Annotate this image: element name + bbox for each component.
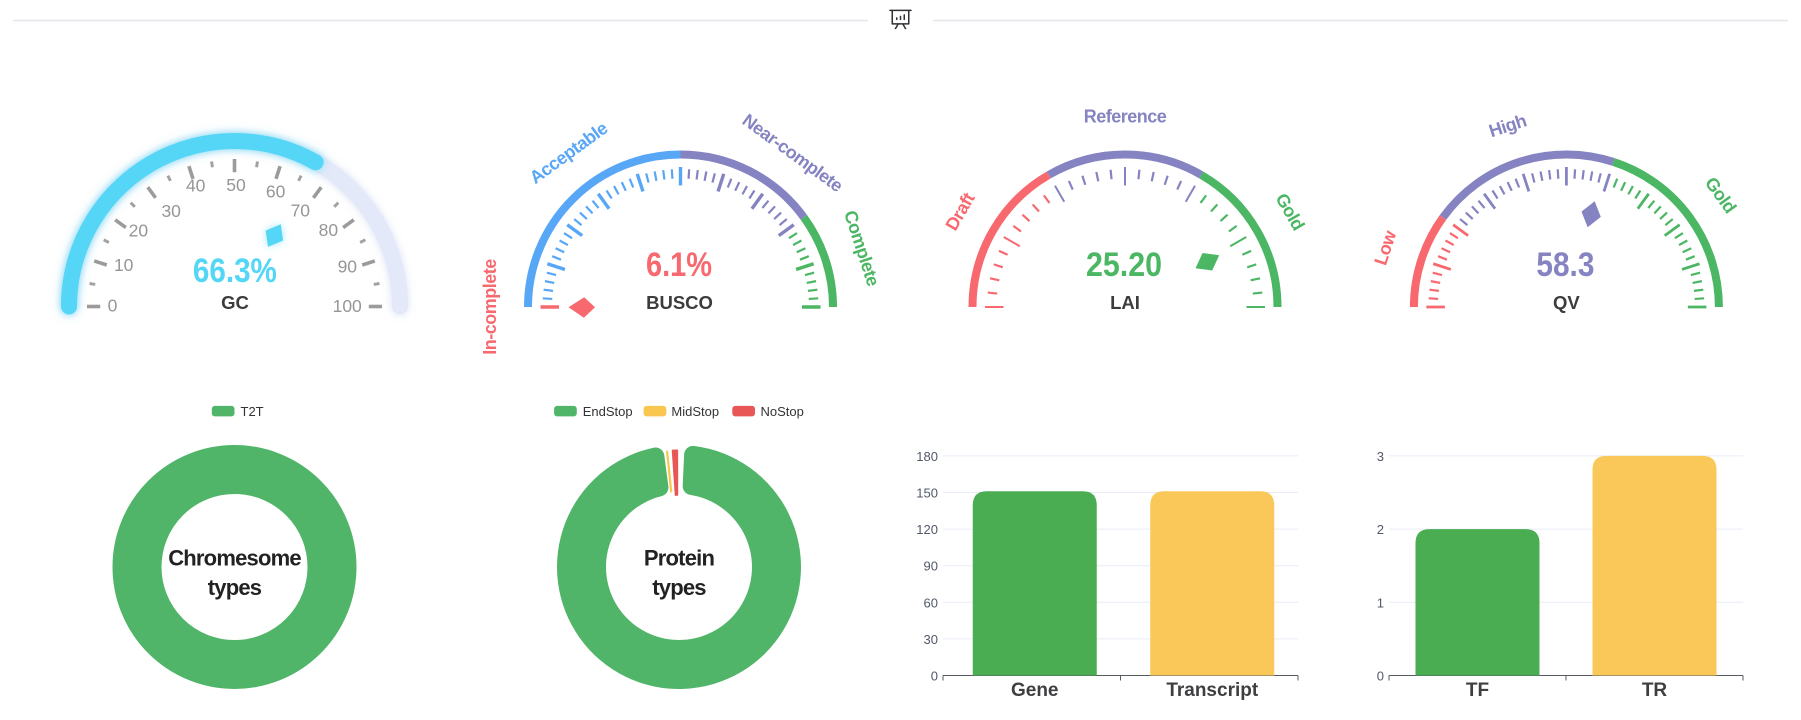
- svg-text:50: 50: [226, 175, 246, 195]
- svg-text:T2T: T2T: [241, 404, 264, 419]
- svg-text:90: 90: [924, 559, 938, 574]
- svg-text:25.20: 25.20: [1086, 246, 1162, 284]
- svg-text:LAI: LAI: [1110, 292, 1140, 313]
- svg-text:10: 10: [114, 255, 134, 275]
- svg-text:In-complete: In-complete: [480, 259, 500, 355]
- svg-text:QV: QV: [1553, 292, 1580, 313]
- svg-text:Transcript: Transcript: [1166, 680, 1259, 701]
- svg-text:MidStop: MidStop: [671, 404, 719, 419]
- svg-text:2: 2: [1377, 522, 1384, 537]
- svg-text:types: types: [652, 575, 706, 600]
- svg-text:30: 30: [161, 201, 181, 221]
- svg-text:70: 70: [291, 201, 311, 221]
- svg-text:0: 0: [108, 295, 118, 315]
- svg-text:60: 60: [266, 182, 286, 202]
- svg-text:60: 60: [924, 595, 938, 610]
- svg-text:100: 100: [333, 296, 362, 316]
- svg-text:40: 40: [186, 176, 206, 196]
- svg-text:BUSCO: BUSCO: [646, 292, 713, 313]
- svg-text:Gold: Gold: [1272, 190, 1309, 234]
- svg-text:GC: GC: [221, 292, 249, 313]
- svg-text:EndStop: EndStop: [583, 404, 633, 419]
- svg-text:Gold: Gold: [1701, 173, 1740, 216]
- svg-text:Near-complete: Near-complete: [739, 110, 847, 196]
- svg-text:Low: Low: [1370, 227, 1400, 267]
- svg-text:0: 0: [1377, 669, 1384, 684]
- svg-text:TR: TR: [1642, 680, 1668, 701]
- svg-text:20: 20: [129, 220, 149, 240]
- svg-text:High: High: [1486, 110, 1528, 141]
- svg-text:30: 30: [924, 632, 938, 647]
- svg-text:180: 180: [916, 449, 938, 464]
- svg-text:Protein: Protein: [644, 546, 715, 571]
- svg-text:NoStop: NoStop: [761, 404, 804, 419]
- svg-text:1: 1: [1377, 595, 1384, 610]
- svg-text:Gene: Gene: [1011, 680, 1059, 701]
- svg-text:90: 90: [338, 256, 358, 276]
- svg-text:6.1%: 6.1%: [646, 246, 712, 284]
- svg-text:Reference: Reference: [1084, 107, 1167, 127]
- svg-text:0: 0: [931, 669, 938, 684]
- svg-text:3: 3: [1377, 449, 1384, 464]
- svg-text:Complete: Complete: [840, 208, 883, 289]
- svg-text:Draft: Draft: [941, 189, 978, 234]
- svg-text:58.3: 58.3: [1536, 246, 1594, 284]
- svg-text:types: types: [208, 575, 262, 600]
- svg-text:120: 120: [916, 522, 938, 537]
- svg-text:150: 150: [916, 486, 938, 501]
- svg-text:80: 80: [319, 220, 339, 240]
- svg-text:Chromesome: Chromesome: [168, 546, 301, 571]
- svg-text:TF: TF: [1466, 680, 1489, 701]
- svg-text:66.3%: 66.3%: [193, 252, 277, 290]
